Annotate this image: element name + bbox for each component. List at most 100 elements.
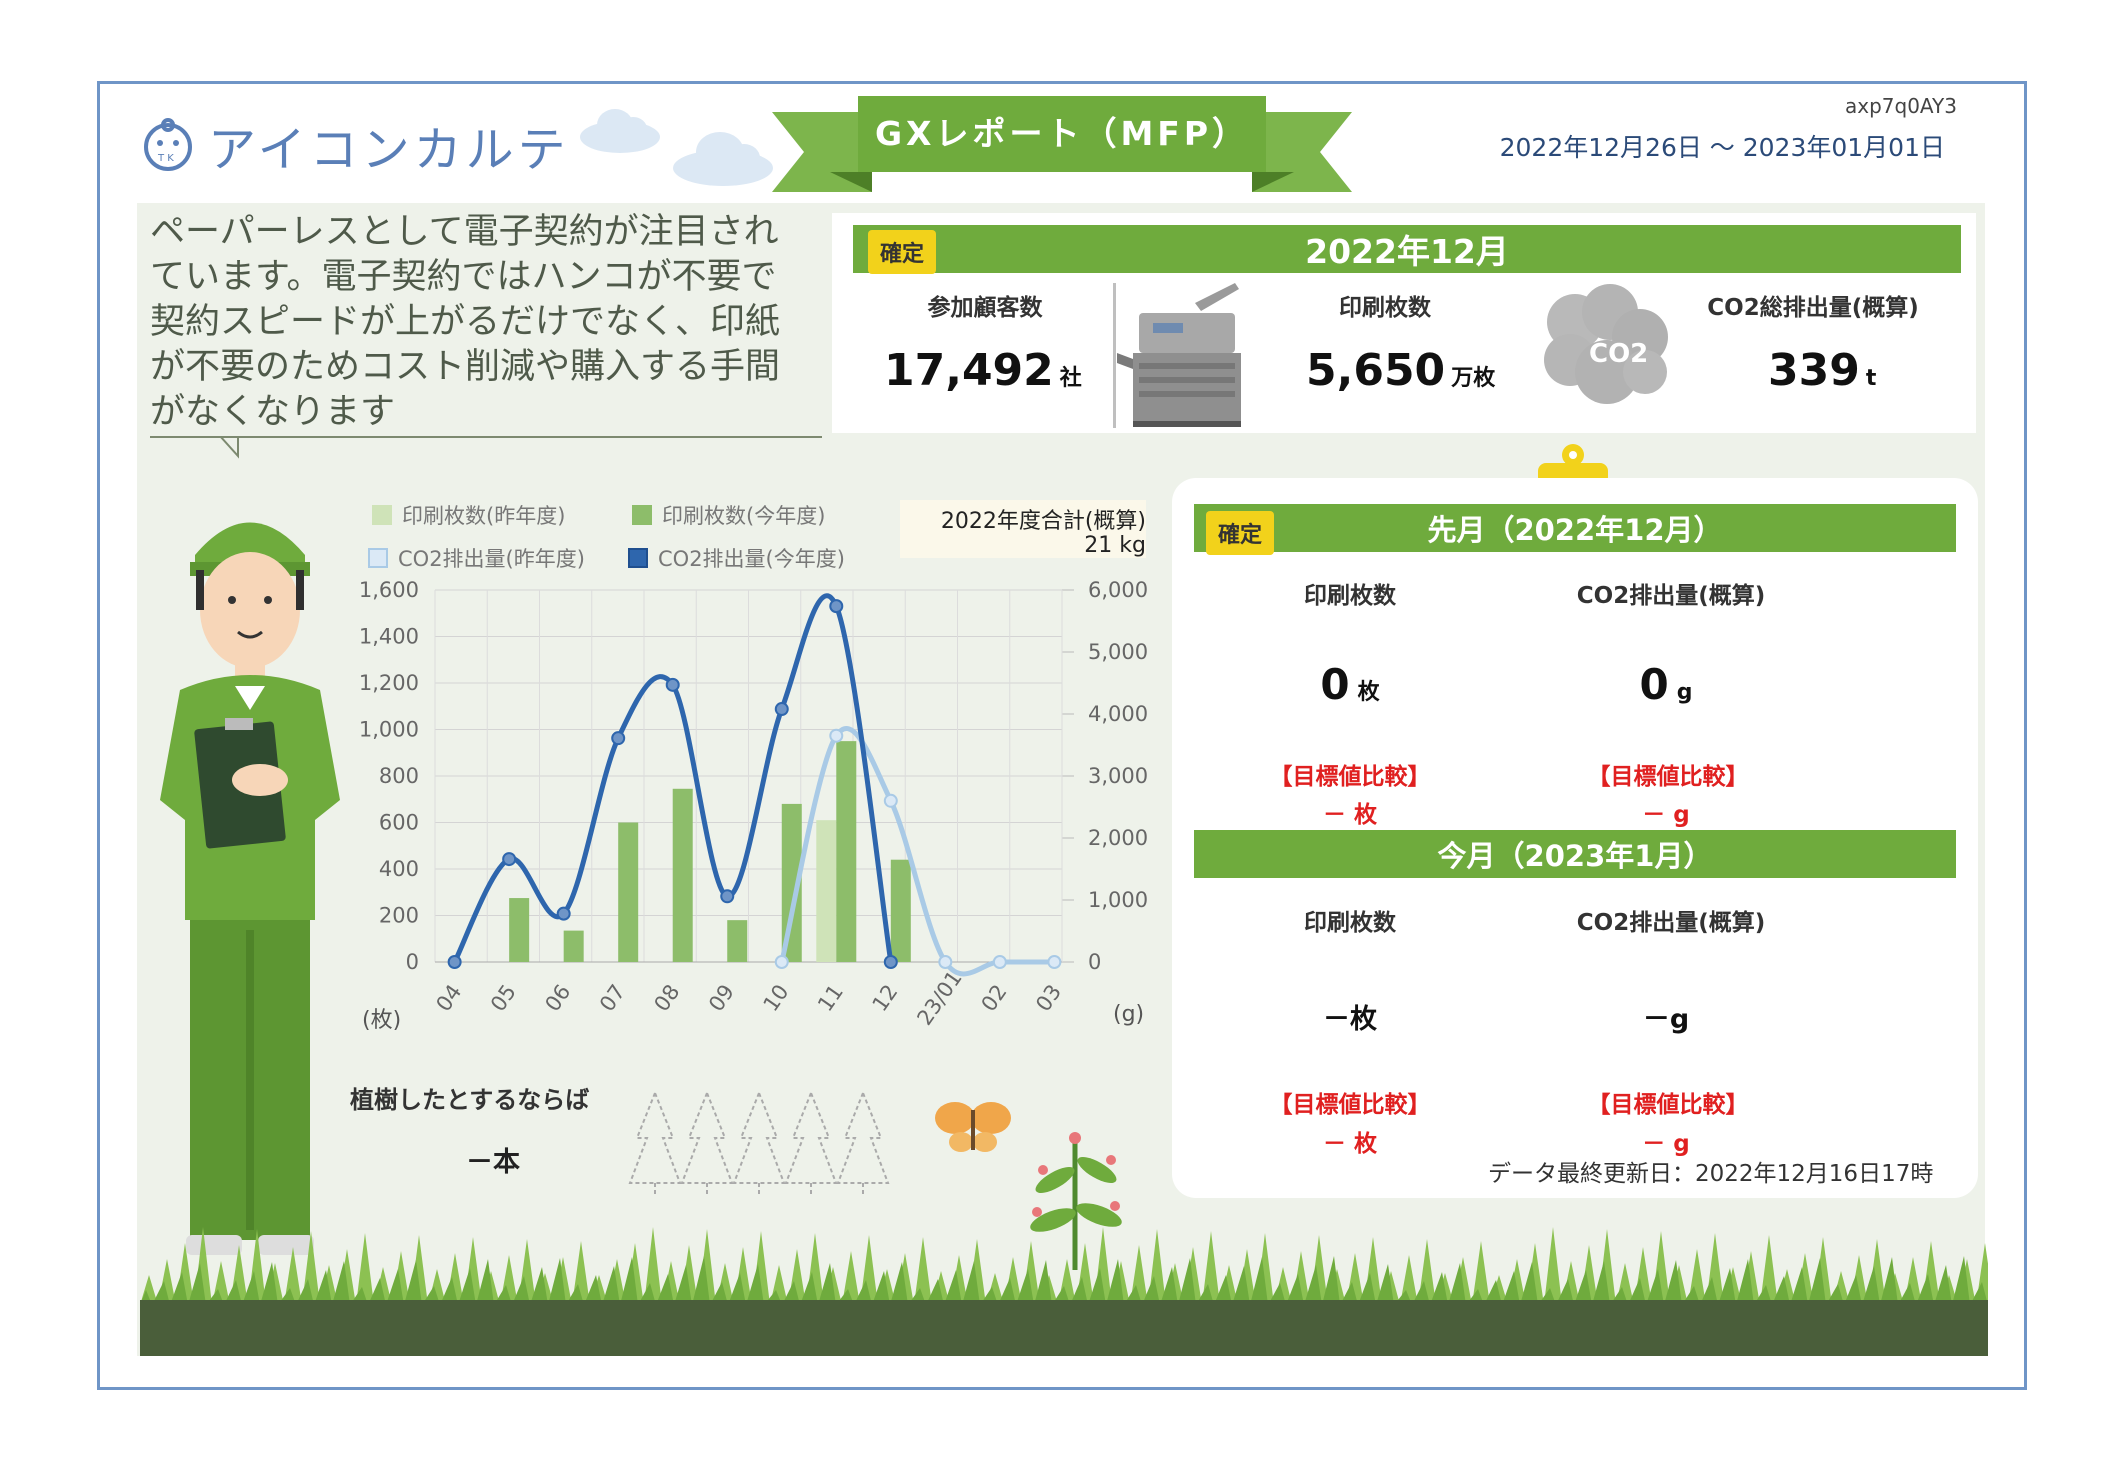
last-month-target-label-co2: 【目標値比較】	[1587, 764, 1749, 790]
print-co2-chart: 0 200 400 600 800 1,000 1,200 1,400 1,600 0 1,000 2…	[359, 578, 1148, 1030]
right-tick-label: 0	[1088, 950, 1101, 974]
last-month-co2-label: CO2排出量(概算)	[1576, 583, 1766, 609]
summary-month: 2022年12月	[1305, 232, 1509, 271]
point-co2-last-year	[774, 955, 789, 969]
point-co2-last-year	[883, 793, 898, 808]
right-tick-label: 1,000	[1088, 888, 1148, 912]
last-month-target-label-prints: 【目標値比較】	[1269, 764, 1431, 790]
bar-prints-this-year	[509, 898, 530, 962]
this-month-prints-value: －枚	[1323, 1004, 1377, 1035]
svg-text:T K: T K	[157, 153, 174, 164]
left-tick-label: 200	[379, 904, 419, 928]
x-tick-label: 05	[486, 980, 521, 1016]
x-tick-label: 03	[1031, 980, 1066, 1016]
annual-total-label: 2022年度合計(概算)	[940, 509, 1146, 534]
legend-co2-this-year: CO2排出量(今年度)	[628, 543, 845, 573]
x-tick-label: 07	[595, 980, 630, 1016]
customers-value: 17,492 社	[884, 345, 1082, 396]
x-tick-label: 11	[813, 980, 848, 1016]
last-month-prints-label: 印刷枚数	[1304, 583, 1396, 609]
tree-outlines	[628, 1090, 890, 1196]
report-period: 2022年12月26日 〜 2023年01月01日	[1499, 133, 1945, 162]
last-month-bar: 先月（2022年12月）	[1194, 504, 1956, 552]
report-title: GXレポート（MFP）	[874, 114, 1250, 153]
cloud-icon	[580, 109, 660, 153]
left-tick-label: 1,200	[359, 671, 419, 695]
worker-illustration	[160, 522, 340, 1255]
speech-underline	[150, 436, 822, 438]
bar-prints-this-year	[727, 920, 748, 962]
point-co2-this-year	[447, 955, 462, 969]
confirmed-badge: 確定	[868, 230, 937, 274]
customers-label: 参加顧客数	[927, 295, 1043, 321]
right-tick-label: 2,000	[1088, 826, 1148, 850]
legend-co2-last-year: CO2排出量(昨年度)	[368, 543, 585, 573]
co2-total-label: CO2総排出量(概算)	[1707, 295, 1919, 321]
bar-prints-last-year	[816, 820, 837, 962]
this-month-target-label-prints: 【目標値比較】	[1269, 1092, 1431, 1118]
right-axis-unit: (g)	[1113, 1002, 1145, 1027]
left-tick-label: 1,000	[359, 718, 419, 742]
left-tick-label: 800	[379, 764, 419, 788]
this-month-prints-label: 印刷枚数	[1304, 910, 1396, 936]
annual-total-box	[900, 500, 1146, 558]
annual-total-value: 21 kg	[1084, 533, 1146, 558]
this-month-title: 今月（2023年1月）	[1437, 839, 1713, 873]
point-co2-this-year	[611, 731, 626, 746]
x-tick-label: 02	[977, 980, 1012, 1016]
baby-face-icon: T K	[144, 118, 192, 171]
point-co2-last-year	[938, 955, 953, 969]
prints-label: 印刷枚数	[1339, 295, 1431, 321]
right-tick-label: 4,000	[1088, 702, 1148, 726]
planting-label: 植樹したとするならば	[350, 1086, 590, 1114]
left-tick-label: 1,600	[359, 578, 419, 602]
left-tick-label: 400	[379, 857, 419, 881]
co2-total-value: 339 t	[1768, 345, 1877, 396]
x-tick-label: 10	[759, 980, 794, 1016]
divider	[1113, 283, 1116, 428]
x-tick-label: 12	[868, 980, 903, 1016]
left-tick-label: 600	[379, 811, 419, 835]
point-co2-this-year	[774, 702, 789, 717]
point-co2-this-year	[720, 889, 735, 904]
grass-back	[140, 1227, 1988, 1305]
left-tick-label: 1,400	[359, 625, 419, 649]
bar-prints-this-year	[672, 788, 693, 962]
bar-prints-this-year	[890, 859, 911, 962]
summary-month-bar: 2022年12月	[853, 225, 1961, 273]
point-co2-this-year	[665, 677, 680, 692]
legend-prints-this-year: 印刷枚数(今年度)	[632, 500, 825, 530]
left-tick-label: 0	[406, 950, 419, 974]
point-co2-this-year	[556, 906, 571, 921]
right-tick-label: 6,000	[1088, 578, 1148, 602]
brand-logo: T K アイコンカルテ	[140, 110, 570, 180]
bar-prints-this-year	[563, 930, 584, 962]
brand-name: アイコンカルテ	[208, 122, 570, 178]
confirmed-badge-last-month: 確定	[1206, 511, 1275, 555]
this-month-target-prints: － 枚	[1322, 1131, 1377, 1157]
last-month-title: 先月（2022年12月）	[1427, 513, 1723, 547]
grass-front	[140, 1256, 1988, 1305]
x-tick-label: 09	[704, 980, 739, 1016]
x-tick-label: 06	[540, 980, 575, 1016]
grass-decoration	[140, 1227, 1988, 1305]
x-tick-label: 04	[431, 980, 466, 1016]
co2-icon-label: CO2	[1589, 339, 1648, 369]
ribbon-banner	[772, 96, 1352, 192]
prints-value: 5,650 万枚	[1306, 345, 1496, 396]
left-axis-unit: (枚)	[362, 1008, 402, 1033]
co2-cloud-icon: CO2	[1544, 284, 1668, 404]
right-tick-label: 3,000	[1088, 764, 1148, 788]
this-month-target-label-co2: 【目標値比較】	[1587, 1092, 1749, 1118]
legend-prints-last-year: 印刷枚数(昨年度)	[372, 500, 565, 530]
flower-plant-icon	[1030, 1132, 1122, 1270]
this-month-bar: 今月（2023年1月）	[1194, 830, 1956, 878]
bar-prints-this-year	[836, 741, 857, 962]
point-co2-this-year	[829, 599, 844, 614]
right-tick-label: 5,000	[1088, 640, 1148, 664]
last-month-target-co2: － g	[1642, 802, 1690, 828]
point-co2-last-year	[992, 955, 1007, 969]
this-month-co2-label: CO2排出量(概算)	[1576, 910, 1766, 936]
